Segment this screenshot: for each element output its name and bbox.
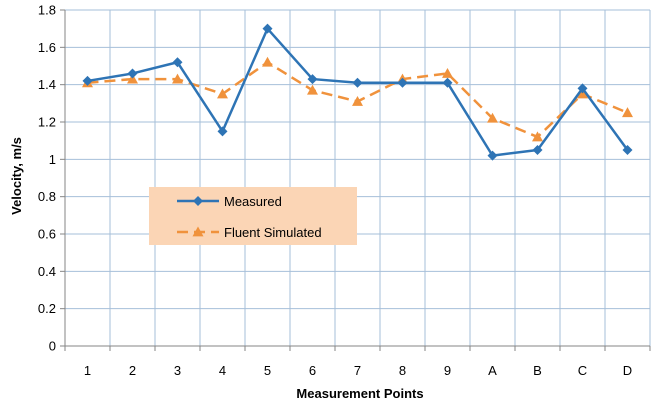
y-tick-label: 1.8 bbox=[38, 3, 56, 18]
data-point-fluent-simulated bbox=[577, 88, 588, 99]
data-point-fluent-simulated bbox=[172, 73, 183, 84]
data-point-measured bbox=[217, 126, 228, 137]
y-tick-label: 1.2 bbox=[38, 115, 56, 130]
x-axis-title: Measurement Points bbox=[296, 386, 423, 401]
x-tick-label: 3 bbox=[174, 363, 181, 378]
grid bbox=[65, 9, 651, 347]
data-point-measured bbox=[577, 83, 588, 94]
x-tick-label: 2 bbox=[129, 363, 136, 378]
data-point-measured bbox=[487, 150, 498, 161]
data-point-fluent-simulated bbox=[532, 131, 543, 142]
legend-marker-measured bbox=[193, 196, 203, 206]
y-tick-label: 0.2 bbox=[38, 301, 56, 316]
legend-label-measured: Measured bbox=[224, 194, 282, 209]
x-tick-labels: 1 2 3 4 5 6 7 8 9 A B C D bbox=[84, 363, 632, 378]
data-point-measured bbox=[397, 77, 408, 88]
data-point-measured bbox=[307, 74, 318, 85]
data-point-measured bbox=[172, 57, 183, 68]
x-tick-label: 5 bbox=[264, 363, 271, 378]
y-axis-title: Velocity, m/s bbox=[9, 137, 24, 215]
series-fluent-simulated bbox=[82, 56, 633, 142]
data-point-fluent-simulated bbox=[217, 88, 228, 99]
data-point-measured bbox=[532, 145, 543, 155]
data-point-measured bbox=[262, 23, 273, 34]
data-point-fluent-simulated bbox=[622, 107, 633, 118]
series bbox=[82, 23, 633, 161]
data-point-fluent-simulated bbox=[127, 73, 138, 84]
x-tick-label: 7 bbox=[354, 363, 361, 378]
y-tick-label: 0.8 bbox=[38, 189, 56, 204]
y-tick-labels: 0 0.2 0.4 0.6 0.8 1 1.2 1.4 1.6 1.8 bbox=[38, 3, 56, 354]
data-point-fluent-simulated bbox=[442, 67, 453, 78]
legend: Measured Fluent Simulated bbox=[149, 187, 357, 245]
legend-label-fluent-simulated: Fluent Simulated bbox=[224, 225, 322, 240]
y-tick-label: 0 bbox=[49, 339, 56, 354]
x-tick-label: C bbox=[578, 363, 587, 378]
data-point-measured bbox=[622, 145, 633, 155]
data-point-measured bbox=[82, 75, 93, 86]
y-tick-label: 1.4 bbox=[38, 77, 56, 92]
data-point-fluent-simulated bbox=[262, 56, 273, 67]
x-tick-label: 9 bbox=[444, 363, 451, 378]
series-measured bbox=[82, 23, 633, 161]
data-point-fluent-simulated bbox=[352, 95, 363, 106]
y-tick-label: 0.4 bbox=[38, 264, 56, 279]
x-tick-label: 8 bbox=[399, 363, 406, 378]
y-tick-label: 1 bbox=[49, 152, 56, 167]
x-tick-label: 1 bbox=[84, 363, 91, 378]
data-point-measured bbox=[442, 77, 453, 88]
legend-box bbox=[149, 187, 357, 245]
data-point-measured bbox=[352, 77, 363, 88]
y-tick-label: 0.6 bbox=[38, 227, 56, 242]
x-tick-label: B bbox=[533, 363, 542, 378]
y-tick-label: 1.6 bbox=[38, 40, 56, 55]
data-point-fluent-simulated bbox=[307, 84, 318, 95]
x-tick-label: 6 bbox=[309, 363, 316, 378]
x-tick-label: 4 bbox=[219, 363, 226, 378]
data-point-measured bbox=[127, 68, 138, 79]
data-point-fluent-simulated bbox=[487, 112, 498, 123]
x-tick-label: D bbox=[623, 363, 632, 378]
axes bbox=[60, 9, 651, 351]
legend-marker-fluent-simulated bbox=[192, 226, 204, 237]
x-tick-label: A bbox=[488, 363, 497, 378]
